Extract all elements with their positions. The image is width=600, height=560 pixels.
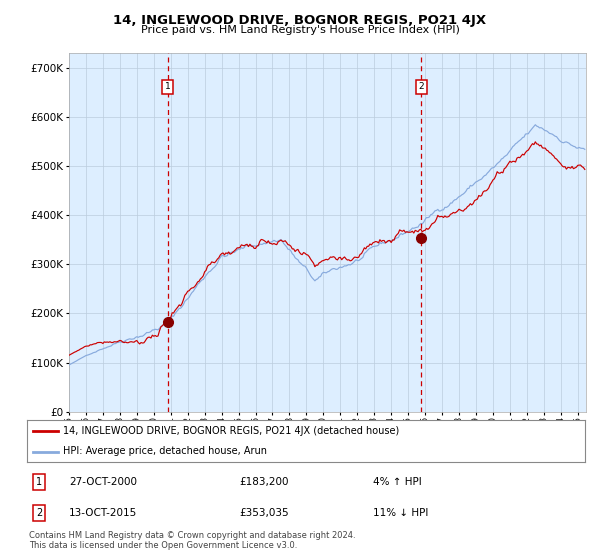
Text: 1: 1 (165, 82, 171, 91)
Text: 4% ↑ HPI: 4% ↑ HPI (373, 477, 422, 487)
Text: 11% ↓ HPI: 11% ↓ HPI (373, 508, 428, 518)
Text: Contains HM Land Registry data © Crown copyright and database right 2024.
This d: Contains HM Land Registry data © Crown c… (29, 531, 355, 550)
Text: 2: 2 (36, 508, 43, 518)
Text: £183,200: £183,200 (239, 477, 289, 487)
Text: 27-OCT-2000: 27-OCT-2000 (69, 477, 137, 487)
Text: 2: 2 (419, 82, 424, 91)
Text: 1: 1 (36, 477, 43, 487)
Text: 13-OCT-2015: 13-OCT-2015 (69, 508, 137, 518)
Text: Price paid vs. HM Land Registry's House Price Index (HPI): Price paid vs. HM Land Registry's House … (140, 25, 460, 35)
Text: HPI: Average price, detached house, Arun: HPI: Average price, detached house, Arun (63, 446, 267, 456)
Text: £353,035: £353,035 (239, 508, 289, 518)
Text: 14, INGLEWOOD DRIVE, BOGNOR REGIS, PO21 4JX: 14, INGLEWOOD DRIVE, BOGNOR REGIS, PO21 … (113, 14, 487, 27)
Text: 14, INGLEWOOD DRIVE, BOGNOR REGIS, PO21 4JX (detached house): 14, INGLEWOOD DRIVE, BOGNOR REGIS, PO21 … (63, 426, 400, 436)
